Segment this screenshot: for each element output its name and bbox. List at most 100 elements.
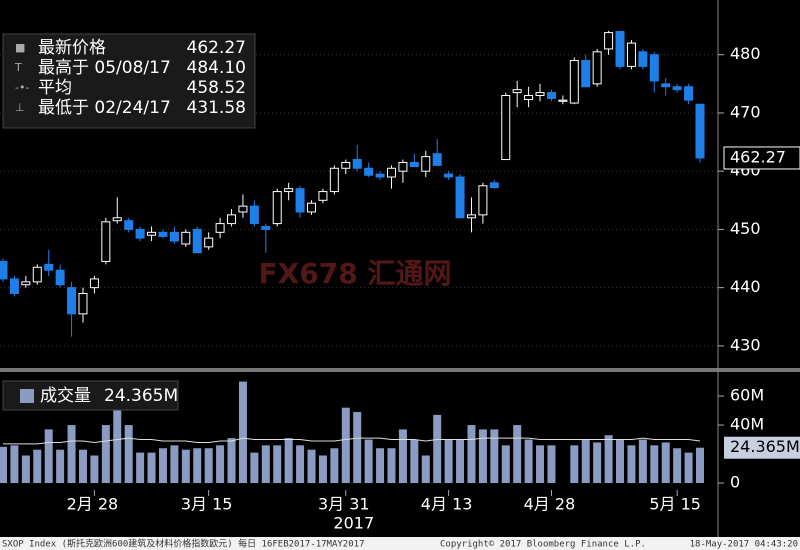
- volume-average-line: [3, 437, 701, 445]
- volume-bar: [433, 414, 442, 484]
- y-tick-label: 60M: [730, 386, 764, 405]
- volume-bar: [650, 445, 659, 484]
- legend-icon: ⊥: [15, 101, 25, 114]
- legend-icon: -•-: [15, 81, 29, 94]
- candle-body: [421, 156, 431, 172]
- volume-bar: [536, 445, 545, 484]
- candle-body: [0, 260, 8, 280]
- candle-body: [272, 191, 282, 225]
- candle-body: [169, 231, 179, 242]
- volume-legend-swatch: [20, 389, 34, 403]
- x-tick-label: 3月 31: [318, 495, 370, 514]
- volume-bar: [113, 407, 122, 484]
- volume-bar: [364, 439, 373, 484]
- volume-bar: [158, 448, 167, 484]
- candle-body: [684, 86, 694, 101]
- candle-body: [112, 217, 122, 222]
- volume-bar: [296, 445, 305, 484]
- candle-body: [386, 167, 396, 178]
- volume-bar: [284, 438, 293, 484]
- x-tick-label: 5月 15: [649, 495, 701, 514]
- candle-body: [615, 30, 625, 67]
- volume-bar: [421, 455, 430, 484]
- candle-body: [124, 220, 134, 230]
- watermark: FX678 汇通网: [259, 257, 452, 290]
- volume-bar: [330, 448, 339, 484]
- candle-body: [489, 182, 499, 188]
- volume-bar: [456, 439, 465, 484]
- candle-body: [329, 167, 339, 193]
- volume-bar: [524, 439, 533, 484]
- volume-bar: [261, 445, 270, 484]
- volume-bar: [238, 381, 247, 484]
- candle-body: [581, 60, 591, 88]
- candle-body: [32, 266, 42, 283]
- candle-body: [318, 191, 328, 201]
- volume-bar: [353, 412, 362, 484]
- legend-label: 最高于 05/08/17: [38, 58, 171, 78]
- volume-bar: [467, 425, 476, 484]
- legend-value: 484.10: [187, 58, 246, 78]
- candle-body: [21, 281, 31, 286]
- legend-label: 平均: [38, 78, 72, 98]
- volume-bar: [638, 439, 647, 484]
- volume-bar: [616, 439, 625, 484]
- volume-bar: [398, 429, 407, 484]
- volume-bar: [216, 445, 225, 484]
- candle-body: [44, 263, 54, 271]
- last-price-tag: [723, 146, 800, 170]
- candle-body: [158, 231, 168, 237]
- volume-bar: [570, 445, 579, 484]
- volume-bar: [501, 445, 510, 484]
- candle-body: [569, 60, 579, 104]
- last-volume-label: 24.365M: [730, 437, 800, 456]
- x-tick-label: 3月 15: [181, 495, 233, 514]
- candle-body: [227, 214, 237, 225]
- candle-body: [147, 231, 157, 236]
- candle-body: [78, 292, 88, 315]
- candle-body: [478, 185, 488, 216]
- volume-bar: [673, 448, 682, 484]
- x-year-label: 2017: [333, 514, 374, 533]
- candle-body: [558, 99, 568, 102]
- volume-bar: [696, 447, 704, 484]
- panel-divider: [0, 368, 800, 372]
- footer-left: SXOP Index (斯托克欧洲600建筑及材料价格指数欧元) 每日 16FE…: [2, 538, 364, 550]
- volume-bar: [250, 452, 259, 484]
- footer-center: Copyright© 2017 Bloomberg Finance L.P.: [440, 540, 646, 550]
- candle-body: [546, 92, 556, 99]
- volume-bar: [387, 448, 396, 484]
- volume-bar: [33, 449, 42, 484]
- volume-bar: [318, 455, 327, 484]
- candle-body: [444, 173, 454, 178]
- volume-bar: [0, 446, 7, 484]
- candle-body: [135, 228, 145, 239]
- volume-bar: [513, 425, 522, 484]
- volume-bar: [547, 445, 556, 484]
- x-tick-label: 2月 28: [67, 495, 119, 514]
- volume-bar: [56, 449, 65, 484]
- candle-body: [649, 54, 659, 82]
- volume-bar: [410, 439, 419, 484]
- candle-body: [352, 159, 362, 169]
- candle-body: [512, 89, 522, 94]
- candle-body: [661, 83, 671, 88]
- y-tick-label: 450: [730, 219, 761, 238]
- volume-legend-value: 24.365M: [104, 386, 178, 406]
- candle-body: [295, 188, 305, 213]
- last-volume-tag: [724, 436, 800, 459]
- candle-body: [524, 94, 534, 101]
- candle-body: [101, 221, 111, 262]
- volume-bar: [273, 445, 282, 484]
- legend-label: 最新价格: [38, 38, 106, 58]
- volume-bar: [67, 425, 76, 484]
- x-tick-label: 4月 13: [421, 495, 473, 514]
- candle-body: [501, 94, 511, 161]
- last-price-label: 462.27: [730, 147, 786, 166]
- candle-body: [341, 161, 351, 169]
- candle-body: [466, 214, 476, 219]
- y-tick-label: 40M: [730, 415, 764, 434]
- volume-bar: [478, 429, 487, 484]
- volume-bar: [593, 442, 602, 484]
